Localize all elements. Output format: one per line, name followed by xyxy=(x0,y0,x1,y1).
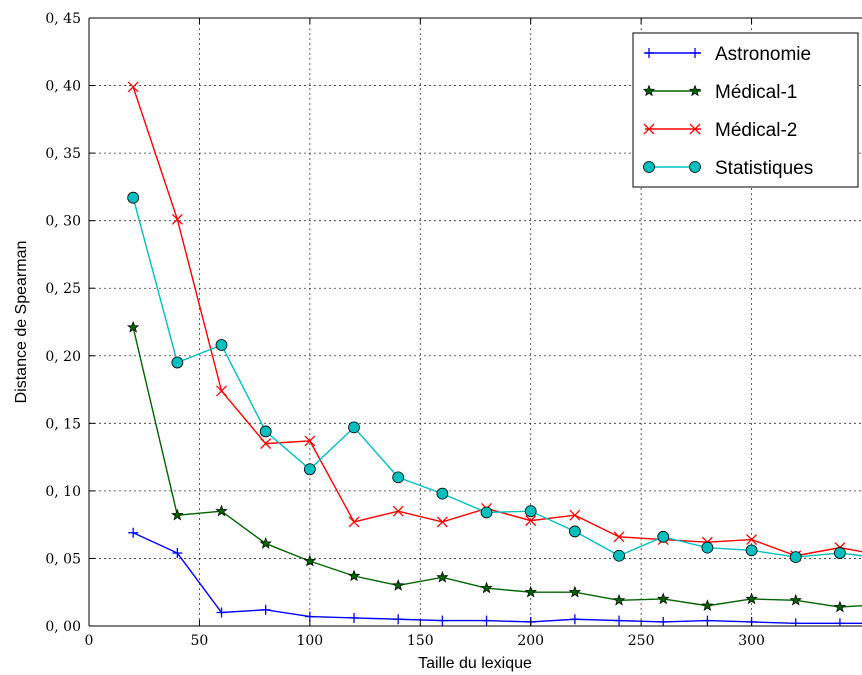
y-tick-label: 0, 45 xyxy=(45,11,81,27)
series-m-dical-1 xyxy=(126,320,862,613)
data-point xyxy=(701,541,714,554)
data-point xyxy=(524,505,537,518)
y-tick-label: 0, 30 xyxy=(45,214,81,230)
legend-item: Médical-2 xyxy=(643,120,797,141)
series-statistiques xyxy=(127,191,862,563)
data-point xyxy=(304,435,316,447)
data-point xyxy=(259,425,272,438)
series-line xyxy=(132,86,862,557)
data-point xyxy=(436,516,448,528)
y-tick-label: 0, 15 xyxy=(45,416,81,432)
legend-label: Médical-2 xyxy=(715,120,797,141)
series-line xyxy=(132,327,862,608)
y-tick-label: 0, 25 xyxy=(45,281,81,297)
data-point xyxy=(688,84,702,97)
x-tick-label: 300 xyxy=(738,633,765,649)
data-point xyxy=(392,471,405,484)
legend-label: Statistiques xyxy=(715,158,813,179)
data-point xyxy=(127,191,140,204)
series-line xyxy=(132,532,862,624)
data-point xyxy=(392,578,405,591)
data-point xyxy=(613,549,625,562)
x-axis-title: Taille du lexique xyxy=(418,655,532,672)
y-tick-label: 0, 10 xyxy=(45,484,81,500)
data-point xyxy=(480,506,493,519)
legend-label: Médical-1 xyxy=(715,82,797,103)
x-tick-label: 100 xyxy=(296,633,323,649)
data-point xyxy=(303,463,316,476)
y-tick-label: 0, 20 xyxy=(45,349,81,365)
data-point xyxy=(701,599,714,611)
data-point xyxy=(216,385,227,397)
data-point xyxy=(834,547,846,559)
data-point xyxy=(745,592,758,605)
data-point xyxy=(171,356,184,369)
plot-area xyxy=(126,81,862,626)
x-tick-label: 250 xyxy=(628,633,655,649)
data-point xyxy=(524,585,537,598)
data-point xyxy=(642,84,656,97)
data-point xyxy=(745,544,758,557)
legend-item: Médical-1 xyxy=(642,82,797,103)
data-point xyxy=(436,487,449,500)
data-point xyxy=(789,551,802,563)
data-point xyxy=(746,534,758,545)
y-tick-label: 0, 40 xyxy=(45,79,81,95)
y-tick-label: 0, 05 xyxy=(45,551,81,567)
data-point xyxy=(348,516,360,528)
data-point xyxy=(657,530,670,543)
data-point xyxy=(392,505,404,517)
data-point xyxy=(171,213,183,225)
data-point xyxy=(127,81,139,93)
legend-label: Astronomie xyxy=(715,44,811,65)
data-point xyxy=(657,592,670,605)
data-point xyxy=(643,123,655,135)
data-point xyxy=(215,339,228,351)
data-point xyxy=(689,123,701,135)
data-point xyxy=(347,569,361,582)
data-point xyxy=(303,554,317,567)
legend-item: Statistiques xyxy=(643,158,813,179)
data-point xyxy=(612,593,626,606)
data-point xyxy=(568,525,581,538)
data-point xyxy=(833,600,847,613)
data-point xyxy=(259,537,272,549)
data-point xyxy=(215,504,228,517)
x-tick-label: 150 xyxy=(407,633,434,649)
x-tick-label: 200 xyxy=(517,633,544,649)
legend-box xyxy=(632,32,859,188)
data-point xyxy=(126,320,140,333)
series-line xyxy=(132,197,862,558)
series-astronomie xyxy=(128,527,862,626)
data-point xyxy=(643,161,655,173)
legend: Astronomie Médical-1 Médical-2 Statistiques xyxy=(632,32,859,188)
data-point xyxy=(348,421,360,434)
data-point xyxy=(689,161,701,173)
x-tick-label: 0 xyxy=(85,633,94,649)
data-point xyxy=(480,581,493,594)
data-point xyxy=(436,570,449,583)
data-point xyxy=(569,509,581,521)
legend-item: Astronomie xyxy=(644,44,811,65)
y-axis-title: Distance de Spearman xyxy=(13,241,30,404)
y-tick-label: 0, 35 xyxy=(45,146,81,162)
data-point xyxy=(789,593,802,606)
series-m-dical-2 xyxy=(127,81,862,562)
grid xyxy=(89,18,862,626)
y-tick-label: 0, 00 xyxy=(45,619,81,635)
data-point xyxy=(260,438,272,450)
x-tick-label: 50 xyxy=(191,633,209,649)
data-point xyxy=(568,585,582,598)
axes: 0 50 100 150 200 250 300 0, 00 0, 05 0, 10 0, 15 0,… xyxy=(13,11,862,672)
data-point xyxy=(525,515,537,527)
data-point xyxy=(613,531,625,543)
data-point xyxy=(171,508,184,521)
